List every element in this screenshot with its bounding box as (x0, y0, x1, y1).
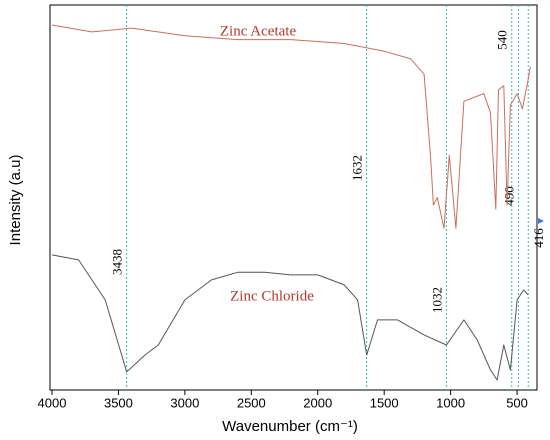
marker-label: 490 (501, 186, 516, 206)
series-label: Zinc Chloride (230, 288, 314, 304)
marker-label: 1032 (429, 287, 444, 313)
series-line (51, 24, 531, 229)
x-tick-label: 1500 (370, 395, 399, 410)
x-tick-label: 2500 (237, 395, 266, 410)
marker-arrow (538, 218, 544, 224)
marker-label: 416 (531, 228, 546, 248)
x-tick-label: 3000 (170, 395, 199, 410)
x-tick-label: 1000 (436, 395, 465, 410)
marker-label: 1632 (350, 155, 365, 181)
y-axis-label: Intensity (a.u) (7, 155, 24, 246)
x-tick-label: 500 (506, 395, 528, 410)
marker-label: 540 (495, 30, 510, 50)
plot-frame (49, 4, 538, 391)
series-label: Zinc Acetate (220, 23, 297, 39)
x-tick-label: 2000 (303, 395, 332, 410)
marker-label: 3438 (110, 249, 125, 275)
x-axis-label: Wavenumber (cm⁻¹) (222, 418, 358, 435)
x-tick-label: 4000 (38, 395, 67, 410)
series-line (51, 254, 529, 381)
x-tick-label: 3500 (104, 395, 133, 410)
